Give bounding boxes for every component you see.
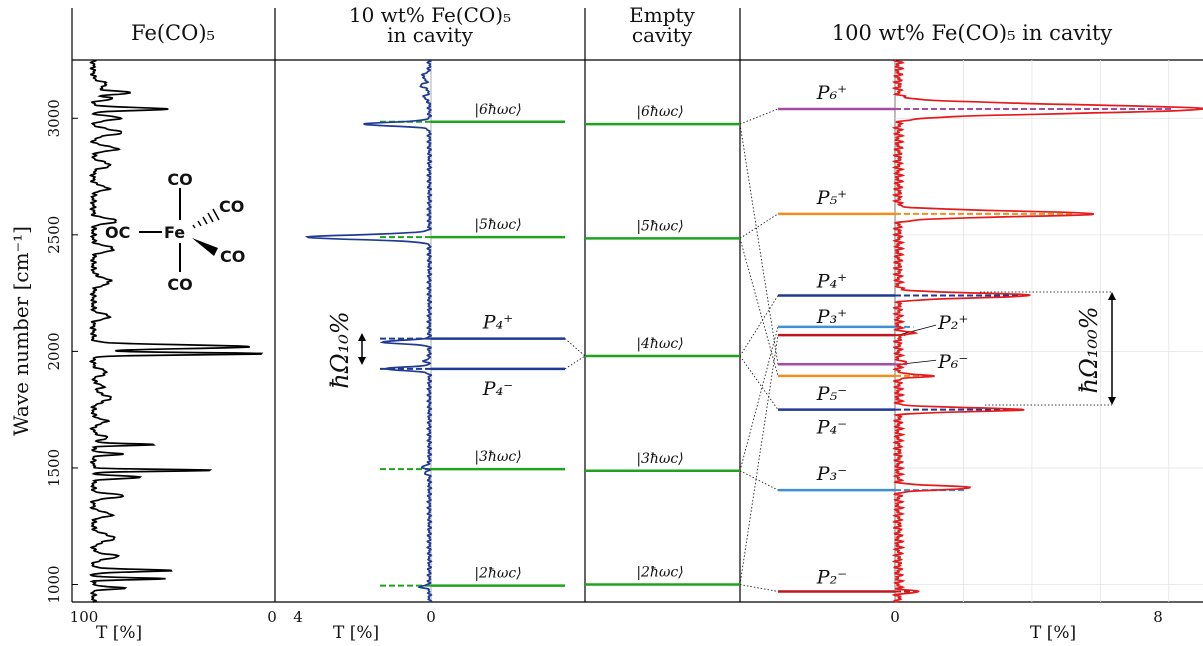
x-axis-label-10pct: T [%] [333, 623, 379, 643]
x-axis-label-100pct: T [%] [1030, 623, 1076, 643]
y-tick-label: 3000 [45, 99, 63, 137]
ligand-co-top: CO [167, 170, 192, 189]
y-axis-label: Wave number [cm⁻¹] [9, 226, 33, 436]
x-tick-gas-0: 0 [267, 608, 277, 626]
panel-title-empty: Empty cavity [629, 3, 695, 47]
connector-line [739, 238, 779, 376]
connector-line [739, 295, 779, 357]
level-label: |6ħωc⟩ [474, 102, 521, 118]
x-tick-gas-100: 100 [70, 608, 99, 626]
panel-title-100pct: 100 wt% Fe(CO)₅ in cavity [832, 21, 1113, 45]
connector-line [739, 108, 779, 125]
panel-title-10pct: 10 wt% Fe(CO)₅ in cavity [349, 3, 511, 47]
level-label: P₃⁺ [816, 306, 847, 328]
connector-line [564, 338, 586, 357]
level-label: P₄⁺ [482, 312, 513, 334]
level-label: |6ħωc⟩ [636, 104, 683, 120]
panel-frame [71, 8, 1203, 603]
splitting-arrow-100pct: ħΩ₁₀₀% [980, 291, 1116, 406]
level-label: P₅⁺ [816, 187, 847, 209]
grid-lines [895, 60, 1203, 602]
level-label: P₂⁻ [816, 567, 847, 589]
ligand-co-lower-right: CO [220, 247, 245, 266]
splitting-label-100pct: ħΩ₁₀₀% [1075, 306, 1103, 393]
wedge-bond [192, 238, 218, 256]
x-axis-label-gas: T [%] [96, 623, 142, 643]
hashed-bond [192, 208, 220, 229]
level-label: |2ħωc⟩ [474, 566, 521, 582]
connector-line [739, 355, 779, 410]
splitting-arrow-10pct: ħΩ₁₀% [326, 311, 366, 389]
level-labels: |6ħωc⟩ |5ħωc⟩ P₄⁺ P₄⁻ |3ħωc⟩ |2ħωc⟩ |6ħωc⟩ |5ħω… [474, 82, 968, 589]
level-label: P₂⁺ [937, 312, 968, 334]
level-label: P₆⁻ [937, 351, 968, 373]
spectra [88, 59, 1203, 603]
y-tick-label: 2000 [45, 332, 63, 370]
level-label: |5ħωc⟩ [474, 217, 521, 233]
level-label: |2ħωc⟩ [636, 565, 683, 581]
level-label: P₄⁻ [482, 378, 513, 400]
fe-atom: Fe [164, 223, 185, 242]
spectrum-line-panel-3 [891, 59, 1203, 603]
splitting-label-10pct: ħΩ₁₀% [326, 311, 354, 388]
level-label: P₄⁺ [816, 270, 847, 292]
connector-line [739, 213, 779, 239]
level-label: P₆⁺ [816, 82, 847, 104]
spectrum-line-panel-1 [304, 59, 433, 603]
connector-line [739, 335, 779, 585]
fe-co5-molecule-structure: CO CO CO CO OC Fe [105, 170, 245, 294]
y-tick-label: 1500 [45, 449, 63, 487]
y-tick-label: 1000 [45, 565, 63, 603]
connector-line [564, 355, 586, 370]
energy-levels [380, 107, 1173, 593]
x-tick-100pct-0: 0 [890, 608, 900, 626]
ligand-co-upper-right: CO [219, 197, 244, 216]
connector-line [739, 326, 779, 471]
leader-line-p2plus [897, 324, 937, 336]
level-label: |4ħωc⟩ [636, 336, 683, 352]
connector-line [739, 470, 779, 491]
panel-title-gas: Fe(CO)₅ [131, 21, 215, 45]
connector-lines [564, 108, 937, 592]
level-label: |3ħωc⟩ [636, 451, 683, 467]
x-tick-10pct-4: 4 [293, 608, 303, 626]
level-label: |3ħωc⟩ [474, 449, 521, 465]
level-label: P₄⁻ [816, 417, 847, 439]
level-label: P₅⁻ [816, 383, 847, 405]
x-tick-10pct-0: 0 [426, 608, 436, 626]
ligand-oc-left: OC [105, 223, 130, 242]
ligand-co-bottom: CO [167, 275, 192, 294]
connector-line [739, 584, 779, 592]
x-tick-100pct-8: 8 [1153, 608, 1163, 626]
y-tick-label: 2500 [45, 216, 63, 254]
spectrum-line-panel-0 [88, 59, 264, 603]
level-label: P₃⁻ [816, 463, 847, 485]
level-label: |5ħωc⟩ [636, 218, 683, 234]
y-ticks: 1000 1500 2000 2500 3000 [45, 99, 78, 604]
connector-line [739, 124, 779, 365]
